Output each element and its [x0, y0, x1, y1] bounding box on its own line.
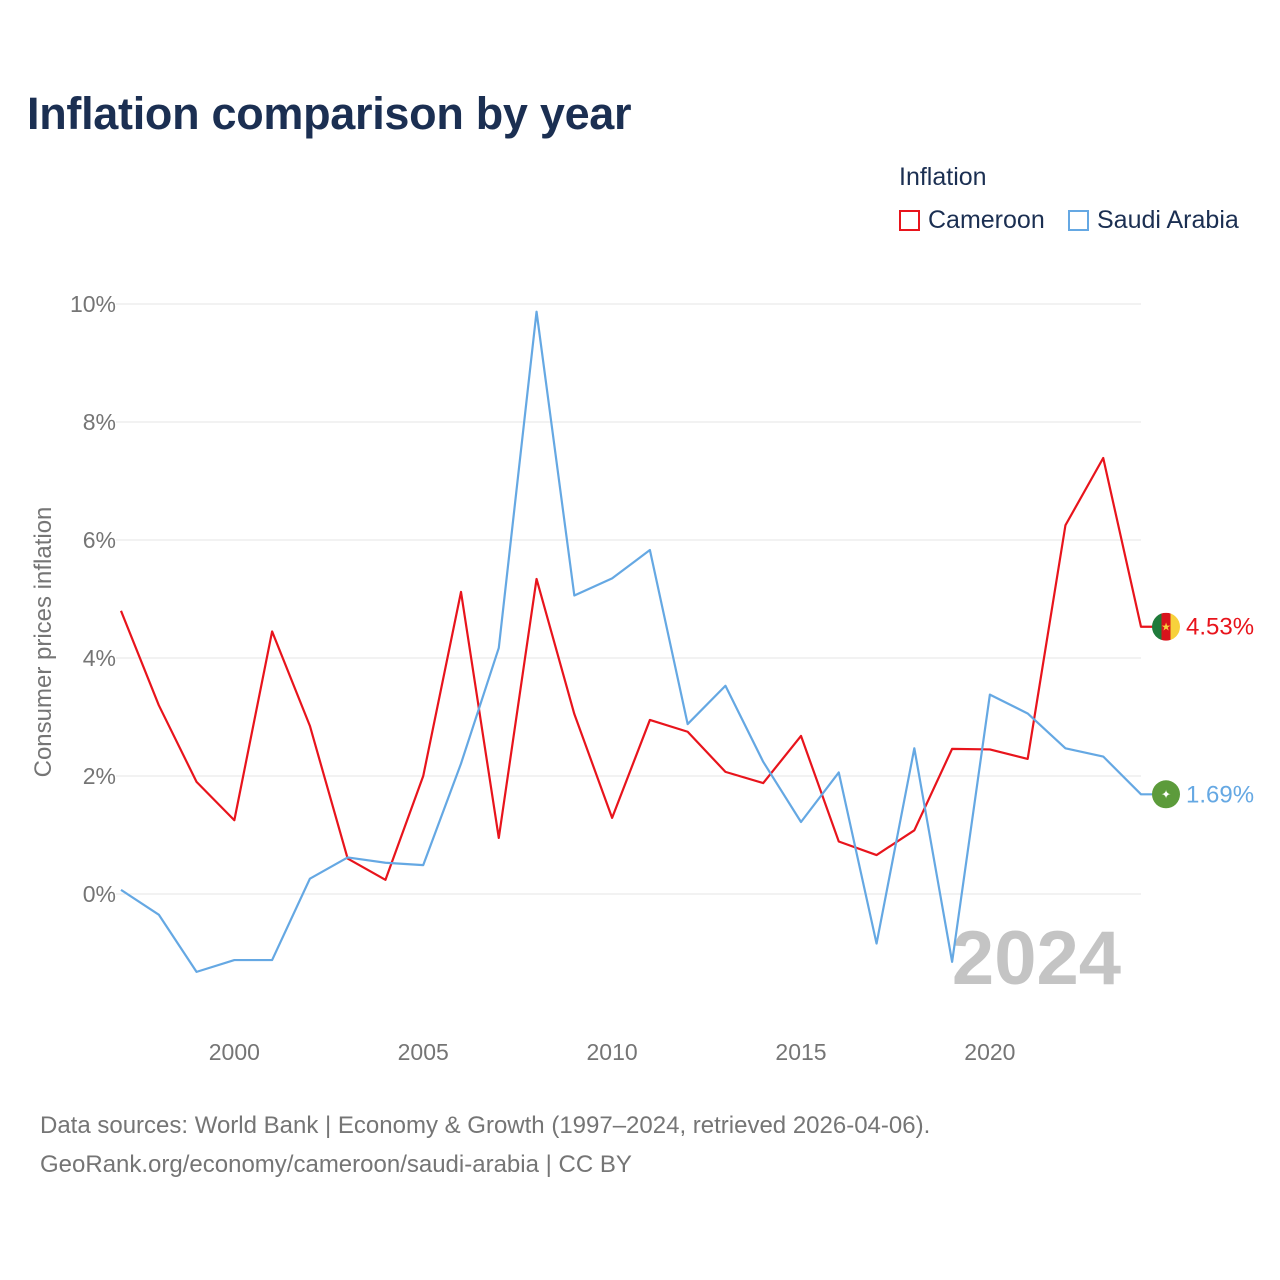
y-tick-label: 2% — [83, 763, 116, 789]
cameroon-flag-icon: ★ — [1152, 612, 1180, 641]
legend-item-saudi-arabia[interactable]: Saudi Arabia — [1068, 205, 1239, 235]
series-lines — [119, 310, 1153, 973]
footer-source: Data sources: World Bank | Economy & Gro… — [40, 1112, 931, 1139]
legend-swatch-cameroon — [899, 209, 920, 231]
x-tick-label: 2010 — [587, 1039, 638, 1065]
series-line-cameroon[interactable] — [119, 456, 1153, 881]
x-tick-label: 2005 — [398, 1039, 449, 1065]
legend-title: Inflation — [899, 163, 987, 191]
y-tick-label: 10% — [70, 291, 116, 317]
legend-swatch-saudi-arabia — [1068, 209, 1089, 231]
end-label-saudi-arabia: 1.69% — [1186, 781, 1254, 808]
y-tick-label: 6% — [83, 527, 116, 553]
legend-label-saudi-arabia: Saudi Arabia — [1097, 205, 1239, 234]
y-tick-label: 4% — [83, 645, 116, 671]
svg-text:✦: ✦ — [1161, 787, 1171, 801]
x-tick-label: 2000 — [209, 1039, 260, 1065]
y-tick-label: 8% — [83, 409, 116, 435]
x-tick-label: 2020 — [964, 1039, 1015, 1065]
footer: Data sources: World Bank | Economy & Gro… — [40, 1106, 930, 1184]
saudi-arabia-flag-icon: ✦ — [1152, 780, 1180, 809]
chart-title: Inflation comparison by year — [27, 88, 632, 139]
x-tick-label: 2015 — [775, 1039, 826, 1065]
end-label-cameroon: 4.53% — [1186, 614, 1254, 641]
legend-label-cameroon: Cameroon — [928, 205, 1045, 234]
grid-lines — [116, 303, 1141, 895]
x-axis-ticks: 2000 2005 2010 2015 2020 — [209, 1039, 1016, 1065]
footer-link[interactable]: GeoRank.org/economy/cameroon/saudi-arabi… — [40, 1151, 632, 1178]
y-axis-ticks: 0% 2% 4% 6% 8% 10% — [70, 291, 116, 907]
series-line-saudi-arabia[interactable] — [120, 310, 1153, 973]
y-axis-label: Consumer prices inflation — [30, 507, 57, 778]
y-tick-label: 0% — [83, 881, 116, 907]
svg-text:★: ★ — [1161, 621, 1171, 634]
series-end-markers: ★ 4.53% ✦ 1.69% — [1152, 612, 1254, 809]
legend-item-cameroon[interactable]: Cameroon — [899, 205, 1045, 235]
year-watermark: 2024 — [952, 916, 1121, 1001]
